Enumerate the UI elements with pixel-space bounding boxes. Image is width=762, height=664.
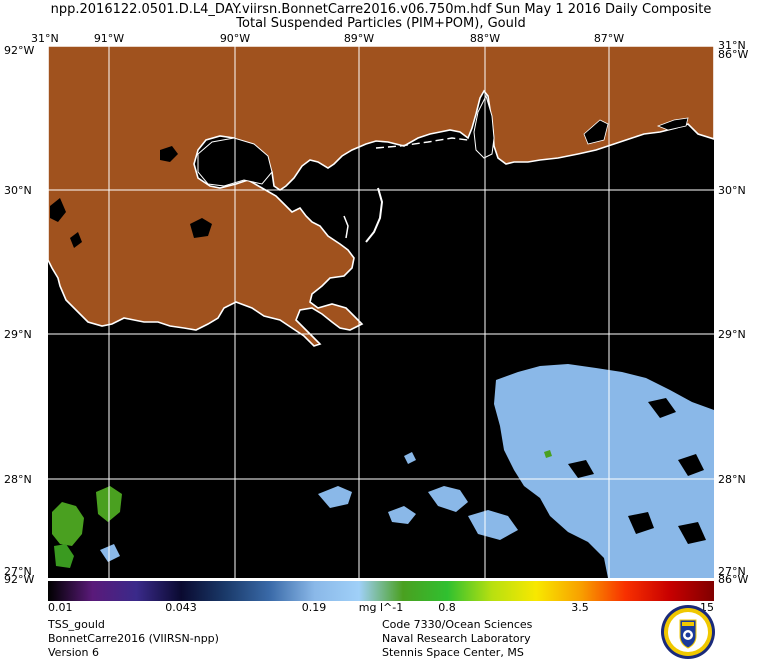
lake-small-west	[50, 198, 66, 222]
tss-patch-green-small	[544, 450, 552, 458]
cloud-gap-5	[678, 522, 706, 544]
footer-product: TSS_gould	[48, 618, 105, 631]
colorbar-tick-1: 0.043	[165, 601, 197, 614]
graticule	[48, 46, 714, 578]
lake-calcasieu	[70, 232, 82, 248]
colorbar-tick-2: 0.19	[301, 601, 327, 614]
lon-label-90w: 90°W	[219, 32, 251, 45]
lat-label-right-29n: 29°N	[718, 328, 746, 341]
tss-patch-small2	[514, 462, 526, 474]
tss-patch-east-detail1	[428, 486, 468, 512]
lake-salvador	[190, 218, 212, 238]
lon-label-88w: 88°W	[469, 32, 501, 45]
tss-patch-small1	[404, 452, 416, 464]
cloud-gap-2	[568, 460, 594, 478]
footer-code: Code 7330/Ocean Sciences	[382, 618, 533, 631]
lon-label-89w: 89°W	[343, 32, 375, 45]
tss-map	[48, 46, 714, 578]
map-title-line2: Total Suspended Particles (PIM+POM), Gou…	[236, 16, 526, 31]
tss-patch-blue-sw	[100, 544, 120, 562]
lake-maurepas	[160, 146, 178, 162]
corner-label-top-left-lon: 92°W	[4, 44, 35, 57]
corner-label-top-left: 31°N	[31, 32, 59, 45]
corner-label-top-right: 31°N	[718, 39, 746, 52]
colorbar-units: mg l^-1	[358, 601, 404, 614]
nrl-seal-logo	[661, 605, 715, 659]
colorbar-tick-0: 0.01	[48, 601, 73, 614]
chandeleur-islands	[365, 187, 384, 243]
choctaw-bay	[656, 117, 689, 131]
breton-islands	[343, 215, 349, 239]
corner-label-top-right-lon: 86°W	[718, 48, 749, 61]
footer-sensor: BonnetCarre2016 (VIIRSN-npp)	[48, 632, 219, 645]
lon-label-87w: 87°W	[593, 32, 625, 45]
footer-version: Version 6	[48, 646, 99, 659]
tss-patch-green3	[54, 544, 74, 568]
tss-patch-green	[52, 502, 84, 546]
cloud-gap-3	[678, 454, 704, 476]
pensacola-bay	[583, 119, 609, 145]
lat-label-left-28n: 28°N	[4, 473, 32, 486]
tss-patch-mid2	[388, 506, 416, 524]
footer-lab: Naval Research Laboratory	[382, 632, 531, 645]
corner-label-bottom-left: 92°W	[4, 573, 35, 586]
colorbar-tick-3: 0.8	[438, 601, 456, 614]
corner-label-bottom-right: 86°W	[718, 573, 749, 586]
lat-label-right-28n: 28°N	[718, 473, 746, 486]
ms-barrier-islands	[375, 137, 469, 149]
lat-label-left-29n: 29°N	[4, 328, 32, 341]
mobile-bay	[473, 94, 495, 159]
colorbar-tick-4: 3.5	[571, 601, 589, 614]
lon-label-91w: 91°W	[93, 32, 125, 45]
tss-patch-mid	[318, 486, 352, 508]
lat-label-left-30n: 30°N	[4, 184, 32, 197]
tss-patch-east-detail2	[468, 510, 518, 540]
corner-label-bottom-right-lat: 27°N	[718, 565, 746, 578]
cloud-gap-1	[648, 398, 676, 418]
footer-location: Stennis Space Center, MS	[382, 646, 524, 659]
lat-label-right-30n: 30°N	[718, 184, 746, 197]
corner-label-bottom-left-lat: 27°N	[4, 565, 32, 578]
map-title-line1: npp.2016122.0501.D.L4_DAY.viirsn.BonnetC…	[50, 2, 712, 17]
cloud-gap-4	[628, 512, 654, 534]
colorbar	[48, 581, 714, 601]
tss-patch-east	[494, 364, 714, 578]
